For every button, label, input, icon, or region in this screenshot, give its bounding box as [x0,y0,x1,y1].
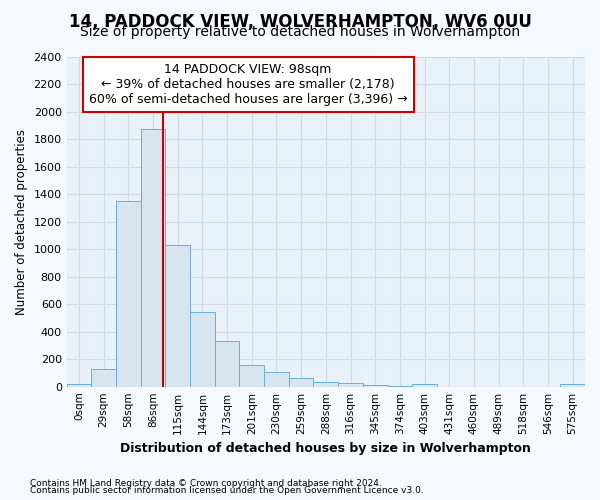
Bar [289,378,313,386]
X-axis label: Distribution of detached houses by size in Wolverhampton: Distribution of detached houses by size … [121,442,531,455]
Y-axis label: Number of detached properties: Number of detached properties [15,128,28,314]
Text: 14 PADDOCK VIEW: 98sqm
← 39% of detached houses are smaller (2,178)
60% of semi-: 14 PADDOCK VIEW: 98sqm ← 39% of detached… [89,63,407,106]
Bar [91,369,116,386]
Bar [67,384,91,386]
Bar [264,372,289,386]
Bar [166,245,190,386]
Bar [412,384,437,386]
Bar [560,384,585,386]
Text: 14, PADDOCK VIEW, WOLVERHAMPTON, WV6 0UU: 14, PADDOCK VIEW, WOLVERHAMPTON, WV6 0UU [68,12,532,30]
Bar [190,312,215,386]
Bar [338,383,363,386]
Text: Contains HM Land Registry data © Crown copyright and database right 2024.: Contains HM Land Registry data © Crown c… [30,478,382,488]
Bar [239,364,264,386]
Bar [313,382,338,386]
Text: Size of property relative to detached houses in Wolverhampton: Size of property relative to detached ho… [80,25,520,39]
Bar [215,340,239,386]
Bar [363,384,388,386]
Bar [141,128,166,386]
Bar [116,201,141,386]
Text: Contains public sector information licensed under the Open Government Licence v3: Contains public sector information licen… [30,486,424,495]
